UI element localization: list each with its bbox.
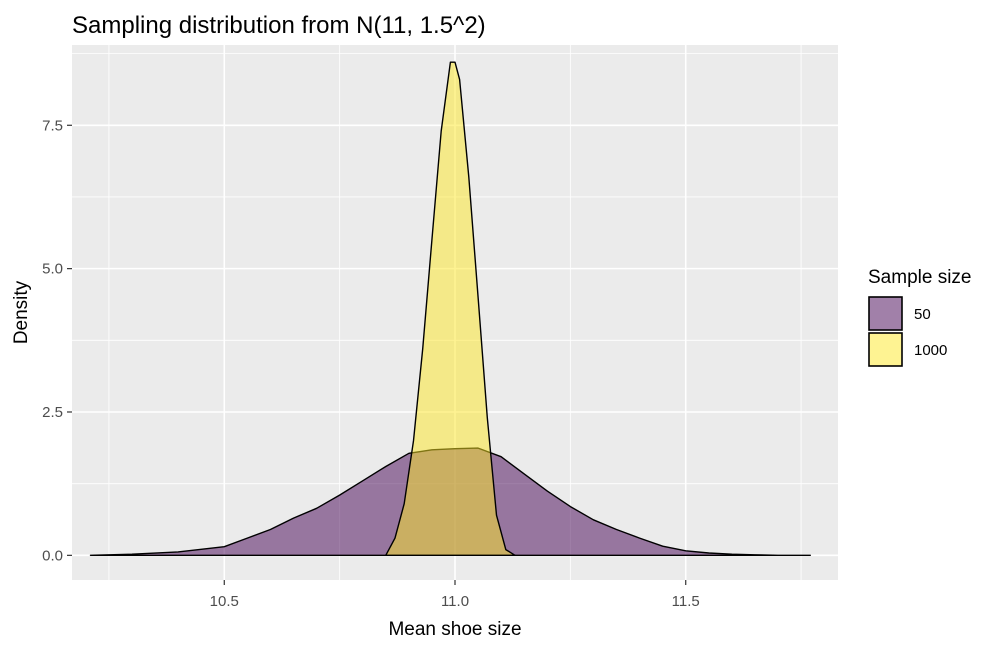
legend-title: Sample size <box>868 267 972 288</box>
axes: 10.5 11.0 11.5 0.0 2.5 5.0 7.5 <box>42 117 700 610</box>
y-tick-label: 0.0 <box>42 547 63 564</box>
legend: Sample size 50 1000 <box>868 267 972 367</box>
x-axis-title: Mean shoe size <box>388 619 521 640</box>
density-area-1000 <box>385 61 516 556</box>
density-series <box>89 61 811 556</box>
y-axis-title: Density <box>11 280 32 344</box>
chart-title: Sampling distribution from N(11, 1.5^2) <box>72 12 486 39</box>
x-tick-label: 11.0 <box>441 593 469 610</box>
x-tick-label: 10.5 <box>210 593 239 610</box>
legend-label-50: 50 <box>914 306 931 323</box>
y-tick-label: 7.5 <box>42 117 63 134</box>
legend-items: 50 1000 <box>868 296 947 367</box>
y-tick-label: 2.5 <box>42 404 63 421</box>
legend-key-1000 <box>868 332 903 367</box>
legend-key-50 <box>868 296 903 331</box>
y-tick-label: 5.0 <box>42 261 63 278</box>
legend-label-1000: 1000 <box>914 342 947 359</box>
x-tick-label: 11.5 <box>672 593 700 610</box>
